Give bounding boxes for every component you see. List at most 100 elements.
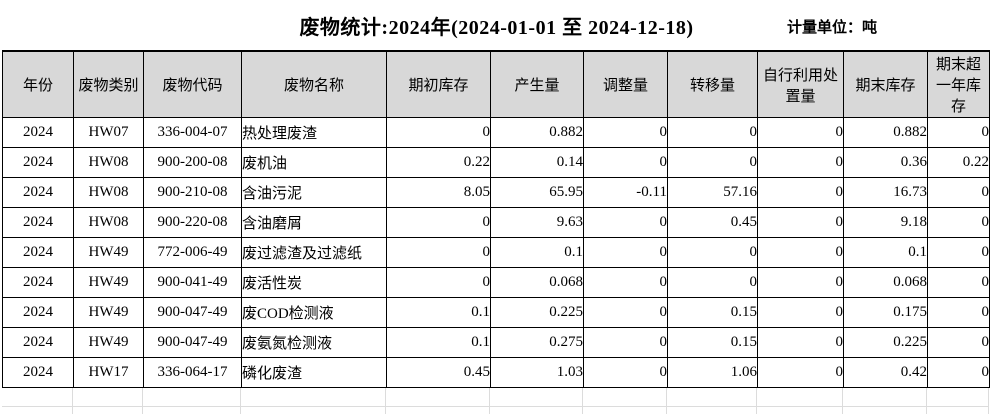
cell-adjustment-amount[interactable]: 0 [583,297,668,328]
cell-waste-name[interactable]: 废氨氮检测液 [241,327,387,358]
cell-waste-name[interactable]: 含油污泥 [241,177,387,208]
empty-cell[interactable] [927,407,989,414]
cell-self-disposal-amount[interactable]: 0 [757,237,844,268]
cell-closing-stock[interactable]: 0.36 [843,147,928,178]
cell-transferred-amount[interactable]: 1.06 [667,357,758,388]
cell-opening-stock[interactable]: 0 [386,207,491,238]
empty-cell[interactable] [241,407,386,414]
cell-generated-amount[interactable]: 0.1 [490,237,584,268]
cell-waste-code[interactable]: 900-200-08 [143,147,242,178]
cell-waste-category[interactable]: HW49 [73,327,144,358]
cell-over-one-year-stock[interactable]: 0 [927,267,990,298]
cell-generated-amount[interactable]: 0.068 [490,267,584,298]
cell-opening-stock[interactable]: 0.45 [386,357,491,388]
cell-year[interactable]: 2024 [2,297,74,328]
cell-waste-category[interactable]: HW08 [73,177,144,208]
cell-opening-stock[interactable]: 0 [386,237,491,268]
cell-waste-category[interactable]: HW08 [73,147,144,178]
column-header-transferred-amount[interactable]: 转移量 [667,50,758,118]
cell-waste-name[interactable]: 废活性炭 [241,267,387,298]
column-header-opening-stock[interactable]: 期初库存 [386,50,491,118]
cell-over-one-year-stock[interactable]: 0 [927,177,990,208]
empty-cell[interactable] [73,407,143,414]
column-header-waste-code[interactable]: 废物代码 [143,50,242,118]
cell-waste-name[interactable]: 废COD检测液 [241,297,387,328]
cell-waste-code[interactable]: 900-041-49 [143,267,242,298]
empty-cell[interactable] [241,388,386,407]
cell-year[interactable]: 2024 [2,237,74,268]
cell-transferred-amount[interactable]: 0 [667,147,758,178]
cell-over-one-year-stock[interactable]: 0.22 [927,147,990,178]
cell-closing-stock[interactable]: 0.068 [843,267,928,298]
cell-transferred-amount[interactable]: 0.45 [667,207,758,238]
cell-closing-stock[interactable]: 0.42 [843,357,928,388]
column-header-self-disposal-amount[interactable]: 自行利用处置量 [757,50,844,118]
empty-cell[interactable] [757,407,843,414]
cell-self-disposal-amount[interactable]: 0 [757,327,844,358]
empty-cell[interactable] [667,388,757,407]
cell-opening-stock[interactable]: 0.22 [386,147,491,178]
cell-waste-name[interactable]: 废机油 [241,147,387,178]
cell-over-one-year-stock[interactable]: 0 [927,327,990,358]
cell-adjustment-amount[interactable]: 0 [583,267,668,298]
cell-over-one-year-stock[interactable]: 0 [927,237,990,268]
cell-waste-name[interactable]: 废过滤渣及过滤纸 [241,237,387,268]
cell-waste-category[interactable]: HW07 [73,117,144,148]
cell-year[interactable]: 2024 [2,147,74,178]
empty-cell[interactable] [667,407,757,414]
cell-self-disposal-amount[interactable]: 0 [757,267,844,298]
empty-cell[interactable] [927,388,989,407]
cell-generated-amount[interactable]: 9.63 [490,207,584,238]
cell-generated-amount[interactable]: 65.95 [490,177,584,208]
cell-closing-stock[interactable]: 0.1 [843,237,928,268]
cell-adjustment-amount[interactable]: 0 [583,147,668,178]
cell-generated-amount[interactable]: 1.03 [490,357,584,388]
cell-closing-stock[interactable]: 0.225 [843,327,928,358]
cell-closing-stock[interactable]: 0.175 [843,297,928,328]
cell-year[interactable]: 2024 [2,207,74,238]
cell-adjustment-amount[interactable]: 0 [583,327,668,358]
cell-transferred-amount[interactable]: 0.15 [667,297,758,328]
cell-generated-amount[interactable]: 0.882 [490,117,584,148]
cell-self-disposal-amount[interactable]: 0 [757,357,844,388]
cell-generated-amount[interactable]: 0.275 [490,327,584,358]
cell-opening-stock[interactable]: 0 [386,267,491,298]
cell-year[interactable]: 2024 [2,357,74,388]
cell-opening-stock[interactable]: 0.1 [386,297,491,328]
column-header-over-one-year-stock[interactable]: 期末超一年库存 [927,50,990,118]
empty-cell[interactable] [583,388,667,407]
cell-adjustment-amount[interactable]: -0.11 [583,177,668,208]
cell-adjustment-amount[interactable]: 0 [583,237,668,268]
cell-waste-name[interactable]: 含油磨屑 [241,207,387,238]
cell-self-disposal-amount[interactable]: 0 [757,147,844,178]
cell-waste-code[interactable]: 900-210-08 [143,177,242,208]
cell-waste-code[interactable]: 900-220-08 [143,207,242,238]
column-header-adjustment-amount[interactable]: 调整量 [583,50,668,118]
empty-cell[interactable] [490,407,583,414]
cell-waste-name[interactable]: 热处理废渣 [241,117,387,148]
cell-transferred-amount[interactable]: 0.15 [667,327,758,358]
empty-cell[interactable] [143,388,241,407]
cell-year[interactable]: 2024 [2,177,74,208]
cell-year[interactable]: 2024 [2,267,74,298]
cell-transferred-amount[interactable]: 57.16 [667,177,758,208]
empty-cell[interactable] [843,388,927,407]
cell-year[interactable]: 2024 [2,117,74,148]
cell-year[interactable]: 2024 [2,327,74,358]
cell-waste-category[interactable]: HW49 [73,237,144,268]
column-header-waste-name[interactable]: 废物名称 [241,50,387,118]
cell-closing-stock[interactable]: 9.18 [843,207,928,238]
column-header-waste-category[interactable]: 废物类别 [73,50,144,118]
cell-waste-code[interactable]: 772-006-49 [143,237,242,268]
cell-waste-code[interactable]: 336-004-07 [143,117,242,148]
cell-waste-code[interactable]: 900-047-49 [143,327,242,358]
cell-generated-amount[interactable]: 0.225 [490,297,584,328]
cell-opening-stock[interactable]: 0 [386,117,491,148]
cell-waste-category[interactable]: HW08 [73,207,144,238]
cell-opening-stock[interactable]: 8.05 [386,177,491,208]
cell-adjustment-amount[interactable]: 0 [583,357,668,388]
cell-over-one-year-stock[interactable]: 0 [927,207,990,238]
empty-cell[interactable] [757,388,843,407]
cell-transferred-amount[interactable]: 0 [667,117,758,148]
cell-over-one-year-stock[interactable]: 0 [927,117,990,148]
